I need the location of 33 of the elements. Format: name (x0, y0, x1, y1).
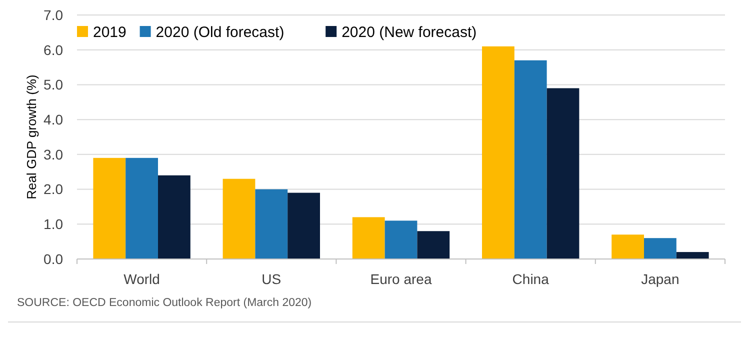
bar (482, 46, 514, 259)
y-tick-label: 3.0 (44, 146, 64, 162)
bar (546, 88, 580, 259)
y-tick-label: 0.0 (44, 250, 64, 267)
y-tick-label: 1.0 (44, 216, 64, 232)
y-tick-label: 4.0 (44, 111, 64, 128)
y-tick-label: 7.0 (44, 6, 64, 23)
bar (288, 192, 320, 259)
bar (126, 158, 158, 259)
bar (352, 217, 385, 259)
x-tick-label: China (512, 271, 550, 287)
bar (255, 189, 288, 259)
x-tick-label: World (124, 271, 160, 287)
bar (222, 178, 256, 259)
bar (612, 234, 644, 259)
bar (676, 252, 709, 259)
x-tick-label: Euro area (370, 271, 432, 287)
bar (514, 60, 547, 259)
legend-label: 2020 (Old forecast) (156, 24, 284, 41)
bar (417, 231, 450, 259)
y-tick-label: 5.0 (44, 76, 64, 93)
bar (158, 175, 190, 259)
bar (644, 238, 676, 259)
legend-label: 2019 (93, 24, 126, 41)
legend-label: 2020 (New forecast) (342, 24, 477, 41)
y-tick-label: 6.0 (44, 42, 64, 58)
y-tick-label: 2.0 (44, 181, 64, 198)
bar (93, 158, 126, 259)
x-tick-label: Japan (641, 271, 680, 287)
x-tick-label: US (262, 271, 282, 287)
source-note: SOURCE: OECD Economic Outlook Report (March 2020) (17, 297, 312, 309)
y-axis-title: Real GDP growth (%) (24, 74, 39, 200)
bar (384, 220, 418, 259)
